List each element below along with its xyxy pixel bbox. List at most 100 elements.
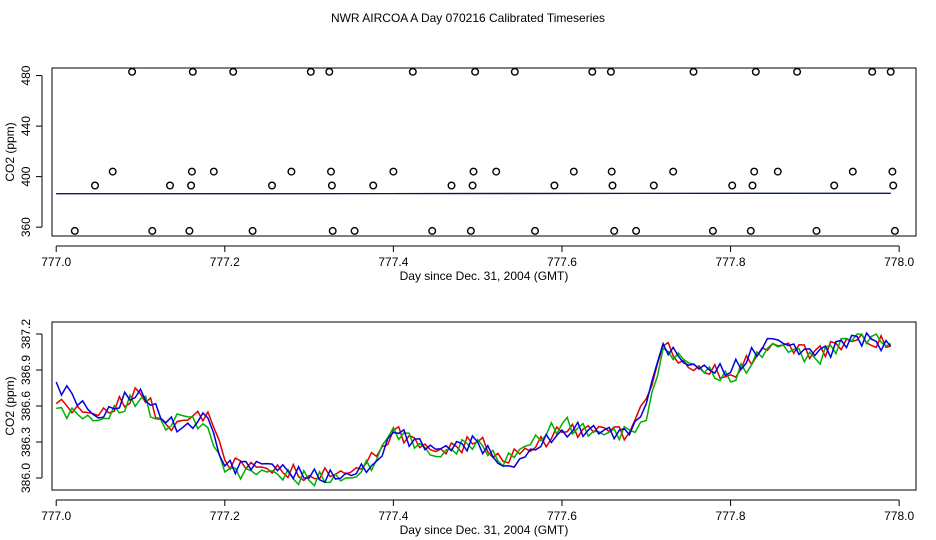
calibration-point — [188, 67, 197, 76]
x-tick-label: 777.8 — [716, 255, 746, 269]
series-line-red-trace — [55, 332, 891, 482]
y-tick-label: 440 — [19, 116, 33, 136]
calibration-point — [728, 181, 737, 190]
x-tick-label: 777.0 — [41, 255, 71, 269]
calibration-point — [708, 226, 717, 235]
calibration-point — [70, 226, 79, 235]
calibration-point — [632, 226, 641, 235]
calibration-point — [248, 226, 257, 235]
y-tick-label: 480 — [19, 65, 33, 85]
calibration-point — [148, 226, 157, 235]
x-tick-label: 777.0 — [41, 509, 71, 523]
calibration-point — [830, 181, 839, 190]
calibration-point — [327, 181, 336, 190]
calibration-point — [608, 181, 617, 190]
calibration-point — [389, 167, 398, 176]
chart-title: NWR AIRCOA A Day 070216 Calibrated Times… — [331, 11, 605, 25]
calibration-point — [327, 167, 336, 176]
calibration-point — [689, 67, 698, 76]
x-tick-label: 777.2 — [210, 509, 240, 523]
x-tick-label: 777.4 — [378, 255, 408, 269]
plot-frame-bottom — [51, 321, 917, 491]
calibration-point — [746, 226, 755, 235]
series-line-blue-trace — [55, 331, 892, 484]
calibration-point — [610, 226, 619, 235]
calibration-point — [606, 67, 615, 76]
calibration-point — [287, 167, 296, 176]
calibration-point — [325, 67, 334, 76]
x-axis-top: 777.0 777.2 777.4 777.6 777.8 778.0 — [41, 245, 914, 269]
y-tick-label: 360 — [19, 217, 33, 237]
calibration-point — [268, 181, 277, 190]
calibration-point — [428, 226, 437, 235]
x-tick-label: 777.4 — [378, 509, 408, 523]
y-axis-label-top: CO2 (ppm) — [3, 122, 17, 181]
calibration-point — [90, 181, 99, 190]
calibration-point — [447, 181, 456, 190]
calibration-point — [748, 181, 757, 190]
calibration-point — [868, 67, 877, 76]
x-tick-label: 778.0 — [884, 509, 914, 523]
y-axis-bottom: 386.0 386.3 386.6 386.9 387.2 — [19, 319, 43, 493]
calibration-point — [569, 167, 578, 176]
calibration-point — [468, 181, 477, 190]
calibration-point — [886, 67, 895, 76]
x-axis-label-bottom: Day since Dec. 31, 2004 (GMT) — [400, 523, 569, 537]
calibration-point — [607, 167, 616, 176]
y-axis-top: 360 400 440 480 — [19, 65, 43, 237]
x-axis-label-top: Day since Dec. 31, 2004 (GMT) — [400, 269, 569, 283]
panel-top: 777.0 777.2 777.4 777.6 777.8 778.0 360 400 440… — [3, 65, 917, 283]
x-tick-label: 778.0 — [884, 255, 914, 269]
calibration-point — [469, 167, 478, 176]
calibration-point — [550, 181, 559, 190]
calibration-point — [408, 67, 417, 76]
calibration-point — [510, 67, 519, 76]
calibration-point — [773, 167, 782, 176]
calibration-point — [369, 181, 378, 190]
y-tick-label: 386.0 — [19, 463, 33, 493]
calibration-point — [750, 167, 759, 176]
y-tick-label: 386.6 — [19, 391, 33, 421]
trace-group-bottom — [55, 331, 892, 488]
x-tick-label: 777.2 — [210, 255, 240, 269]
calibration-point — [890, 226, 899, 235]
x-axis-bottom: 777.0 777.2 777.4 777.6 777.8 778.0 — [41, 499, 914, 523]
calibration-point — [165, 181, 174, 190]
calibration-point — [229, 67, 238, 76]
calibration-point — [751, 67, 760, 76]
calibration-point — [328, 226, 337, 235]
x-tick-label: 777.8 — [716, 509, 746, 523]
calibration-point — [531, 226, 540, 235]
calibration-point — [350, 226, 359, 235]
calibration-point — [889, 181, 898, 190]
calibration-point — [793, 67, 802, 76]
x-tick-label: 777.6 — [547, 255, 577, 269]
calibration-point — [187, 167, 196, 176]
calibration-point — [185, 226, 194, 235]
calibration-point — [306, 67, 315, 76]
calibration-point — [649, 181, 658, 190]
marker-group-top — [70, 67, 899, 235]
calibration-point — [669, 167, 678, 176]
calibration-point — [108, 167, 117, 176]
calibration-point — [848, 167, 857, 176]
calibration-point — [888, 167, 897, 176]
y-tick-label: 386.3 — [19, 427, 33, 457]
x-tick-label: 777.6 — [547, 509, 577, 523]
calibration-point — [471, 67, 480, 76]
y-tick-label: 386.9 — [19, 355, 33, 385]
y-tick-label: 387.2 — [19, 319, 33, 349]
plot-frame-top — [51, 67, 917, 237]
calibration-point — [128, 67, 137, 76]
calibration-point — [187, 181, 196, 190]
calibration-point — [209, 167, 218, 176]
calibration-point — [812, 226, 821, 235]
y-axis-label-bottom: CO2 (ppm) — [3, 376, 17, 435]
y-tick-label: 400 — [19, 166, 33, 186]
calibration-point — [466, 226, 475, 235]
calibration-point — [588, 67, 597, 76]
calibration-point — [492, 167, 501, 176]
series-line-green-trace — [56, 333, 892, 488]
panel-bottom: 777.0 777.2 777.4 777.6 777.8 778.0 386.0386.… — [3, 319, 917, 537]
